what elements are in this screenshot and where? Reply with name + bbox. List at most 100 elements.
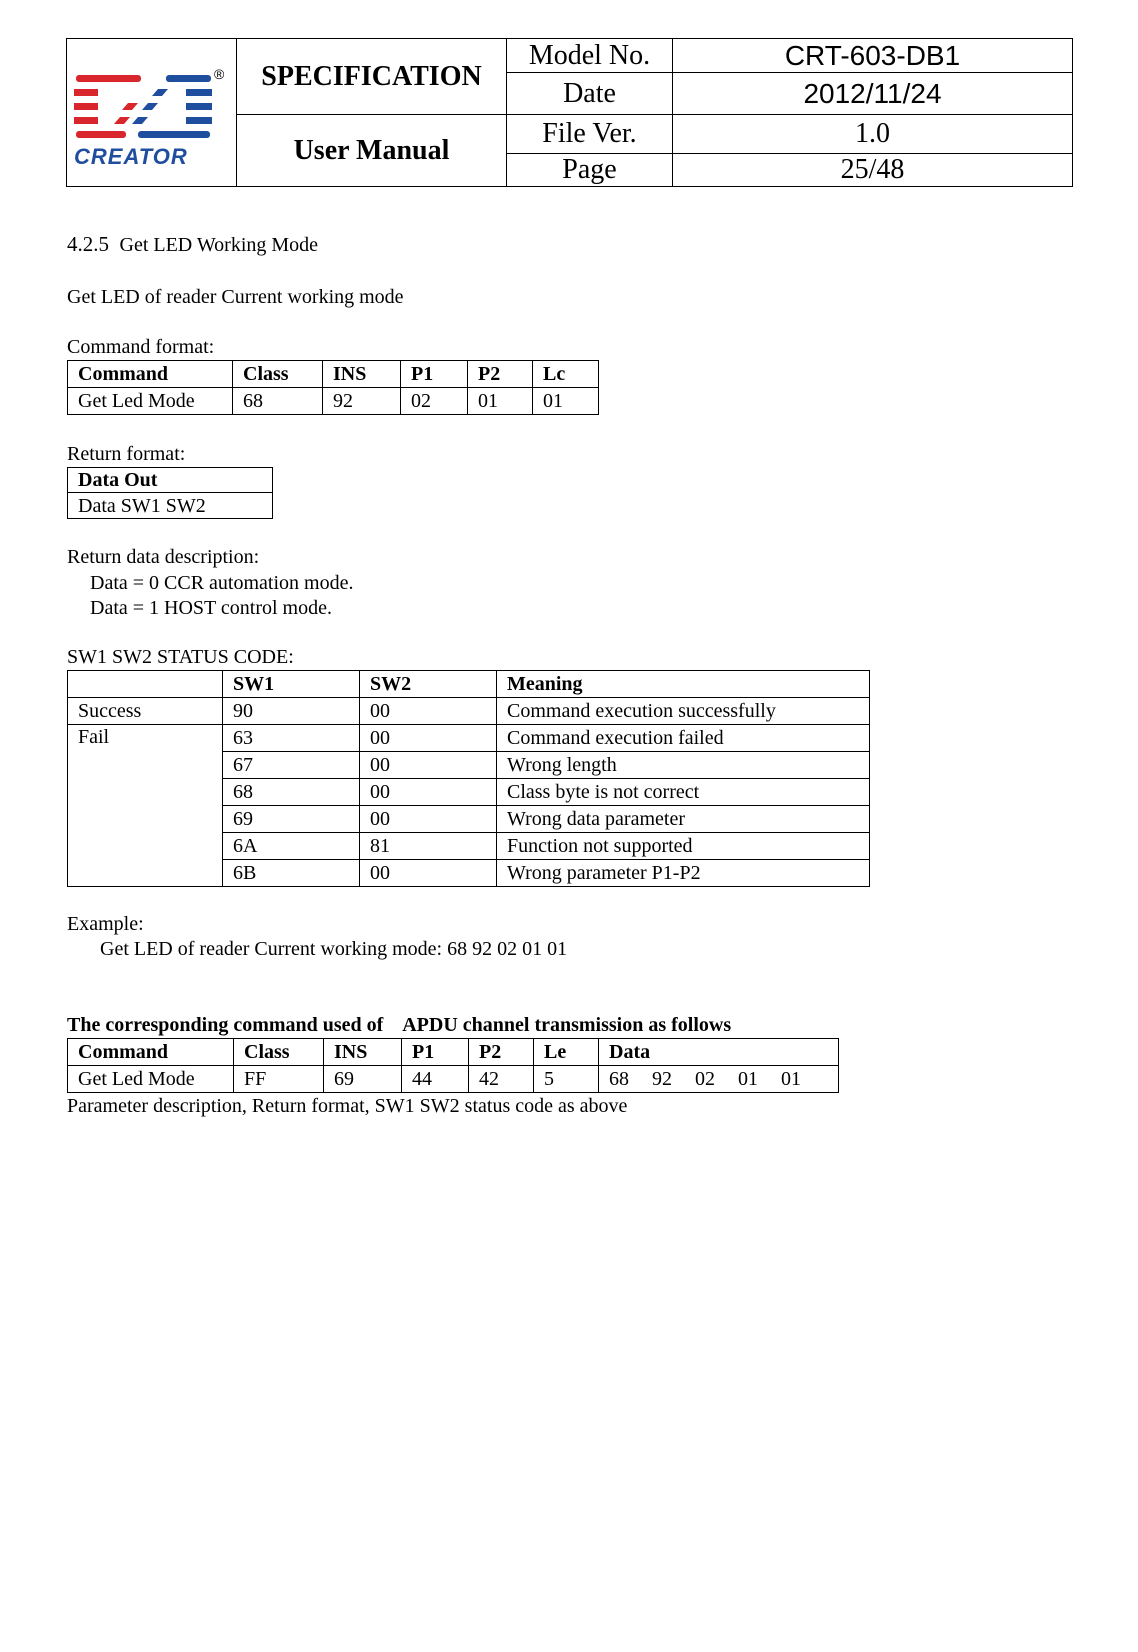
sw2-cell: 00 xyxy=(359,751,497,779)
column-header: INS xyxy=(323,1038,402,1066)
apdu-heading: The corresponding command used of APDU c… xyxy=(67,1014,732,1036)
sw1-cell: 90 xyxy=(222,697,360,725)
column-header: P1 xyxy=(400,360,468,388)
table-cell: 01 xyxy=(467,387,533,415)
sw1-cell: 67 xyxy=(222,751,360,779)
sw1-cell: 6A xyxy=(222,832,360,860)
meaning-cell: Class byte is not correct xyxy=(496,778,870,806)
sw2-cell: 00 xyxy=(359,805,497,833)
sw1-cell: 6B xyxy=(222,859,360,887)
table-cell: 68 xyxy=(232,387,323,415)
column-header: INS xyxy=(322,360,401,388)
registered-mark: ® xyxy=(214,66,225,82)
meaning-cell: Wrong length xyxy=(496,751,870,779)
sw2-cell: 81 xyxy=(359,832,497,860)
return-table: Data Out Data SW1 SW2 xyxy=(67,467,273,519)
table-cell: 42 xyxy=(468,1065,534,1093)
sw1-cell: 69 xyxy=(222,805,360,833)
data-byte: 02 xyxy=(695,1068,715,1090)
creator-logo-icon: CREATOR ® xyxy=(73,66,225,169)
section-title: Get LED Working Mode xyxy=(119,234,319,256)
meaning-cell: Command execution successfully xyxy=(496,697,870,725)
logo: CREATOR ® xyxy=(66,38,237,187)
sw2-cell: 00 xyxy=(359,859,497,887)
meaning-cell: Command execution failed xyxy=(496,724,870,752)
manual-title: User Manual xyxy=(236,114,507,187)
column-header: Command xyxy=(67,1038,234,1066)
column-header: Data Out xyxy=(67,467,273,493)
table-row: Fail 63 00 Command execution failed xyxy=(67,724,870,887)
logo-text: CREATOR xyxy=(74,144,188,169)
header-label: Model No. xyxy=(506,38,673,73)
row-label: Fail xyxy=(67,724,223,887)
example-line: Get LED of reader Current working mode: … xyxy=(100,938,568,960)
header-label: File Ver. xyxy=(506,114,673,154)
intro-text: Get LED of reader Current working mode xyxy=(67,286,404,308)
meaning-cell: Wrong parameter P1-P2 xyxy=(496,859,870,887)
table-cell: 44 xyxy=(401,1065,469,1093)
column-header: Class xyxy=(233,1038,324,1066)
document-header: CREATOR ® SPECIFICATION Model No. CRT-60… xyxy=(66,38,1073,187)
sw1-cell: 68 xyxy=(222,778,360,806)
header-label: Page xyxy=(506,153,673,187)
column-header: P2 xyxy=(467,360,533,388)
file-version: 1.0 xyxy=(672,114,1073,154)
section-heading: 4.2.5 Get LED Working Mode xyxy=(67,232,318,257)
table-row: Success 90 00 Command execution successf… xyxy=(67,697,870,725)
table-cell: Get Led Mode xyxy=(67,387,233,415)
return-desc-line: Data = 0 CCR automation mode. xyxy=(90,572,354,594)
meaning-cell: Wrong data parameter xyxy=(496,805,870,833)
spec-title: SPECIFICATION xyxy=(236,38,507,115)
example-label: Example: xyxy=(67,913,144,935)
data-cell: 68 92 02 01 01 xyxy=(598,1065,839,1093)
return-desc-line: Data = 1 HOST control mode. xyxy=(90,597,332,619)
row-label: Success xyxy=(67,697,223,725)
status-code-table: SW1 SW2 Meaning Success 90 00 Command ex… xyxy=(67,670,870,887)
sw1-cell: 63 xyxy=(222,724,360,752)
table-cell: 69 xyxy=(323,1065,402,1093)
table-row: 69 00 Wrong data parameter xyxy=(68,805,870,833)
section-number: 4.2.5 xyxy=(67,232,109,256)
return-desc-label: Return data description: xyxy=(67,546,260,568)
column-header: Data xyxy=(598,1038,839,1066)
table-cell: 5 xyxy=(533,1065,599,1093)
table-cell: 92 xyxy=(322,387,401,415)
meaning-cell: Function not supported xyxy=(496,832,870,860)
table-cell: 01 xyxy=(532,387,599,415)
table-row: 68 00 Class byte is not correct xyxy=(68,778,870,806)
status-code-label: SW1 SW2 STATUS CODE: xyxy=(67,646,294,668)
table-row: 6A 81 Function not supported xyxy=(68,832,870,860)
sw2-cell: 00 xyxy=(359,778,497,806)
apdu-table: Command Class INS P1 P2 Le Data Get Led … xyxy=(67,1038,839,1093)
data-byte: 01 xyxy=(781,1068,801,1090)
table-cell: Get Led Mode xyxy=(67,1065,234,1093)
column-header: Le xyxy=(533,1038,599,1066)
model-number: CRT-603-DB1 xyxy=(672,38,1073,73)
table-cell: Data SW1 SW2 xyxy=(67,492,273,519)
column-header: P2 xyxy=(468,1038,534,1066)
command-format-label: Command format: xyxy=(67,336,215,358)
table-cell: FF xyxy=(233,1065,324,1093)
data-byte: 01 xyxy=(738,1068,758,1090)
column-header: SW2 xyxy=(359,670,497,698)
column-header: Meaning xyxy=(496,670,870,698)
sw2-cell: 00 xyxy=(359,724,497,752)
command-table: Command Class INS P1 P2 Lc Get Led Mode … xyxy=(67,360,599,415)
footer-note: Parameter description, Return format, SW… xyxy=(67,1095,628,1117)
table-row: 6B 00 Wrong parameter P1-P2 xyxy=(68,859,870,887)
sw2-cell: 00 xyxy=(359,697,497,725)
column-header: Command xyxy=(67,360,233,388)
data-byte: 68 xyxy=(609,1068,629,1090)
column-header: P1 xyxy=(401,1038,469,1066)
page-number: 25/48 xyxy=(672,153,1073,187)
header-label: Date xyxy=(506,72,673,115)
column-header: SW1 xyxy=(222,670,360,698)
return-format-label: Return format: xyxy=(67,443,186,465)
column-header xyxy=(67,670,223,698)
column-header: Lc xyxy=(532,360,599,388)
data-byte: 92 xyxy=(652,1068,672,1090)
doc-date: 2012/11/24 xyxy=(672,72,1073,115)
table-cell: 02 xyxy=(400,387,468,415)
table-row: 67 00 Wrong length xyxy=(68,751,870,779)
column-header: Class xyxy=(232,360,323,388)
